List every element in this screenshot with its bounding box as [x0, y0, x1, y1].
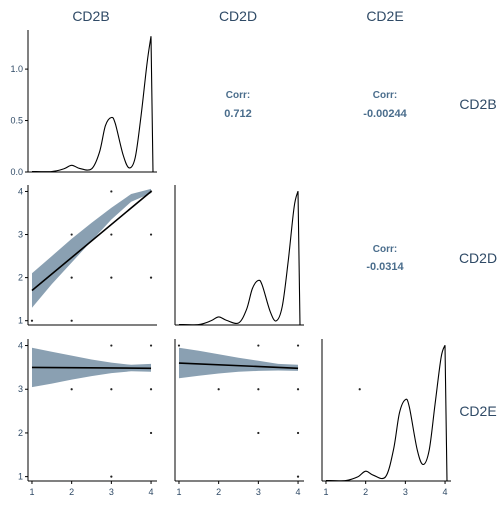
y-tick-label: 0.0: [10, 167, 23, 177]
data-point: [149, 344, 153, 347]
x-tick-label: 2: [363, 487, 368, 497]
row-label-cd2e: CD2E: [459, 403, 496, 419]
density-curve-cd2d: [178, 190, 301, 326]
y-tick-label: 1: [18, 472, 23, 482]
y-tick-label: 4: [18, 186, 23, 196]
data-point: [257, 344, 260, 347]
data-point: [70, 276, 73, 279]
data-point: [257, 388, 260, 391]
regression-line: [31, 366, 152, 370]
x-tick-label: 1: [176, 487, 181, 497]
corr-value-cd2b-cd2e: -0.00244: [363, 108, 407, 120]
density-curve-cd2b: [31, 36, 154, 173]
y-tick-label: 1: [18, 316, 23, 326]
corr-label-cd2b-cd2e: Corr:: [373, 90, 397, 101]
y-tick-label: 0.5: [10, 116, 23, 126]
data-point: [149, 233, 153, 236]
density-curve-cd2e: [325, 345, 448, 482]
x-tick-label: 4: [149, 487, 154, 497]
x-tick-label: 3: [256, 487, 261, 497]
corr-value-cd2d-cd2e: -0.0314: [366, 261, 404, 273]
data-point: [257, 431, 260, 435]
regression-line: [31, 190, 152, 292]
x-tick-label: 4: [296, 487, 301, 497]
corr-label-cd2d-cd2e: Corr:: [373, 244, 397, 255]
x-tick-label: 2: [69, 487, 74, 497]
data-point: [110, 233, 113, 236]
y-tick-label: 3: [18, 230, 23, 240]
data-point: [70, 388, 73, 391]
panel-layer: 0.0 0.5 1.0 1 2 3 4 1 2 3 4 1 2 3 4 1 2 3 4 1 2 3 4: [10, 30, 451, 497]
row-label-cd2b: CD2B: [459, 96, 496, 112]
data-point: [358, 388, 361, 391]
data-point: [296, 388, 300, 391]
data-point: [149, 431, 153, 435]
data-point: [177, 344, 181, 347]
data-point: [296, 344, 300, 347]
data-point: [70, 233, 73, 236]
y-tick-label: 2: [18, 273, 23, 283]
regression-line: [178, 362, 299, 370]
x-tick-label: 1: [323, 487, 328, 497]
x-tick-label: 3: [403, 487, 408, 497]
x-tick-label: 1: [29, 487, 34, 497]
data-point: [296, 475, 300, 478]
x-tick-label: 2: [216, 487, 221, 497]
data-point: [30, 319, 34, 322]
y-tick-label: 4: [18, 341, 23, 351]
column-label-cd2b: CD2B: [72, 8, 109, 24]
data-point: [110, 388, 113, 391]
corr-label-cd2b-cd2d: Corr:: [226, 90, 250, 101]
data-point: [110, 190, 113, 193]
data-point: [149, 276, 153, 279]
data-point: [110, 276, 113, 279]
x-tick-label: 3: [109, 487, 114, 497]
data-point: [110, 344, 113, 347]
y-tick-label: 3: [18, 384, 23, 394]
data-point: [296, 431, 300, 435]
data-point: [70, 319, 73, 322]
y-tick-label: 2: [18, 428, 23, 438]
confidence-band: [179, 347, 298, 379]
x-tick-label: 4: [443, 487, 448, 497]
data-point: [110, 475, 113, 478]
corr-value-cd2b-cd2d: 0.712: [224, 108, 252, 120]
data-point: [217, 388, 220, 391]
column-label-cd2e: CD2E: [366, 8, 403, 24]
y-tick-label: 1.0: [10, 64, 23, 74]
row-label-cd2d: CD2D: [459, 250, 497, 266]
column-label-cd2d: CD2D: [219, 8, 257, 24]
data-point: [149, 388, 153, 391]
